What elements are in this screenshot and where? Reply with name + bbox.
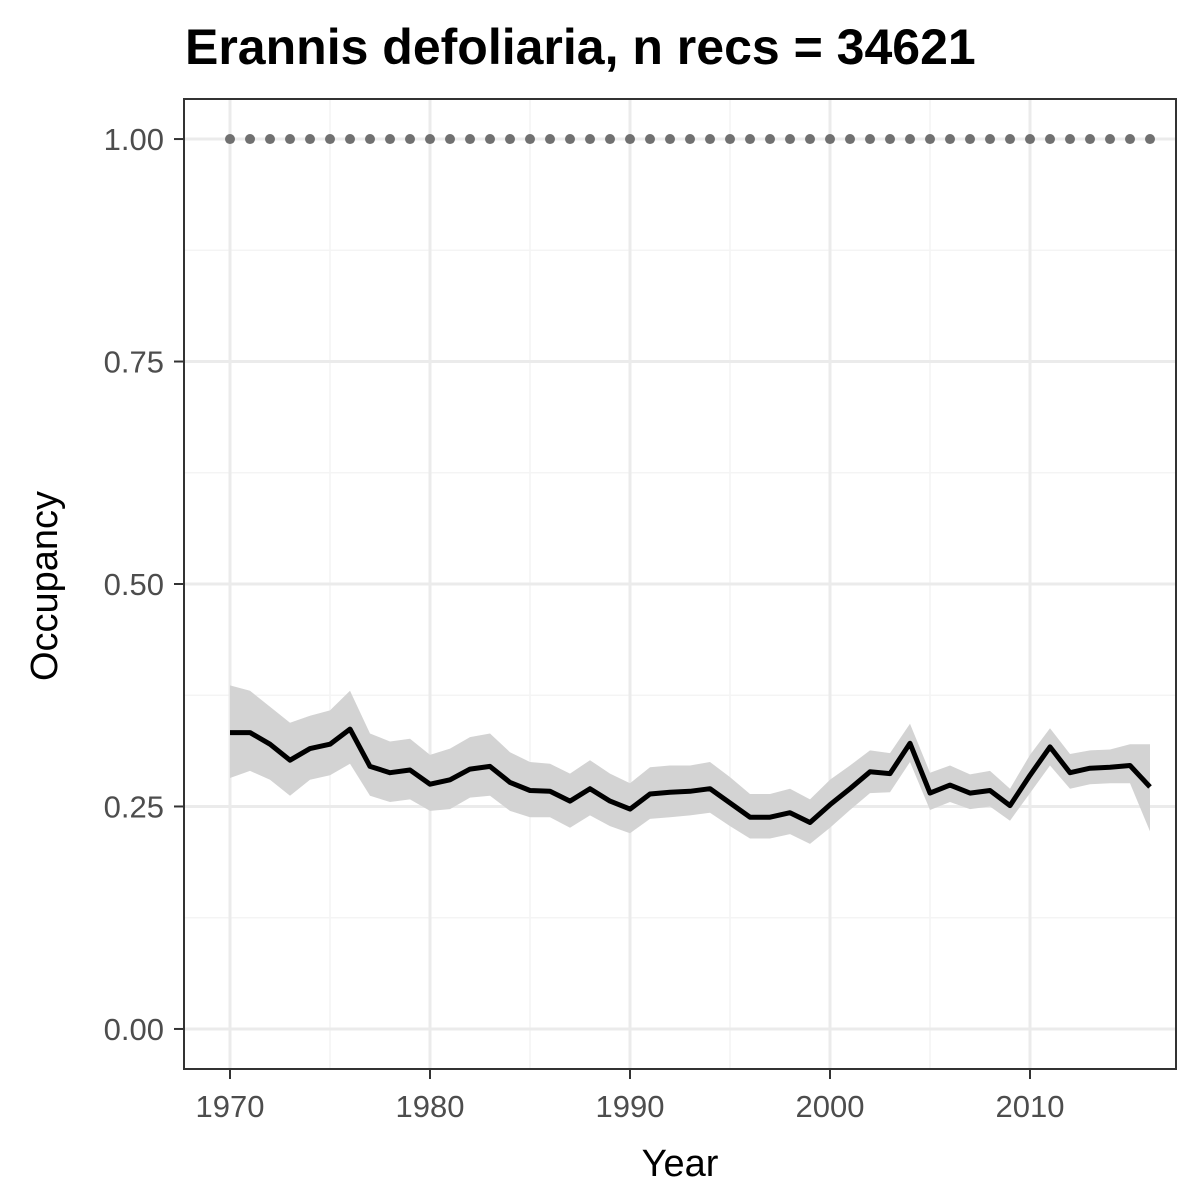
reference-point bbox=[225, 134, 235, 145]
chart-title: Erannis defoliaria, n recs = 34621 bbox=[185, 19, 976, 75]
reference-point bbox=[625, 134, 635, 145]
reference-point bbox=[525, 134, 535, 145]
y-tick-label: 1.00 bbox=[104, 122, 164, 157]
reference-point bbox=[1105, 134, 1115, 145]
reference-point bbox=[545, 134, 555, 145]
x-tick-label: 2000 bbox=[796, 1089, 865, 1124]
reference-point bbox=[585, 134, 595, 145]
x-axis-label: Year bbox=[642, 1143, 719, 1185]
y-tick-label: 0.25 bbox=[104, 789, 164, 824]
reference-point bbox=[305, 134, 315, 145]
reference-point bbox=[1125, 134, 1135, 145]
confidence-band bbox=[230, 685, 1150, 844]
reference-point bbox=[405, 134, 415, 145]
reference-point bbox=[1085, 134, 1095, 145]
y-axis-label: Occupancy bbox=[24, 491, 66, 681]
reference-point bbox=[885, 134, 895, 145]
x-axis: 1970 1980 1990 2000 2010 bbox=[196, 1069, 1065, 1124]
reference-point bbox=[285, 134, 295, 145]
y-axis: 0.00 0.25 0.50 0.75 1.00 bbox=[104, 122, 184, 1047]
reference-point bbox=[1025, 134, 1035, 145]
reference-point bbox=[465, 134, 475, 145]
reference-point bbox=[345, 134, 355, 145]
occupancy-line bbox=[230, 726, 1152, 825]
reference-point bbox=[865, 134, 875, 145]
reference-point bbox=[845, 134, 855, 145]
reference-point bbox=[945, 134, 955, 145]
reference-point bbox=[605, 134, 615, 145]
reference-point bbox=[325, 134, 335, 145]
reference-point bbox=[805, 134, 815, 145]
reference-point bbox=[265, 134, 275, 145]
reference-point bbox=[985, 134, 995, 145]
grid bbox=[184, 99, 1176, 1069]
reference-point bbox=[1065, 134, 1075, 145]
reference-point bbox=[365, 134, 375, 145]
x-tick-label: 1980 bbox=[396, 1089, 465, 1124]
reference-point bbox=[765, 134, 775, 145]
x-tick-label: 1970 bbox=[196, 1089, 265, 1124]
reference-point bbox=[665, 134, 675, 145]
confidence-band-area bbox=[230, 685, 1150, 844]
reference-point bbox=[1045, 134, 1055, 145]
reference-point bbox=[1005, 134, 1015, 145]
x-tick-label: 2010 bbox=[996, 1089, 1065, 1124]
reference-point bbox=[825, 134, 835, 145]
x-tick-label: 1990 bbox=[596, 1089, 665, 1124]
reference-point bbox=[705, 134, 715, 145]
reference-point bbox=[905, 134, 915, 145]
reference-point bbox=[245, 134, 255, 145]
reference-point bbox=[925, 134, 935, 145]
reference-point bbox=[745, 134, 755, 145]
reference-point bbox=[425, 134, 435, 145]
reference-point bbox=[645, 134, 655, 145]
y-tick-label: 0.00 bbox=[104, 1012, 164, 1047]
dotted-reference-series bbox=[225, 134, 1155, 145]
reference-point bbox=[445, 134, 455, 145]
reference-point bbox=[505, 134, 515, 145]
reference-point bbox=[485, 134, 495, 145]
reference-point bbox=[1145, 134, 1155, 145]
reference-point bbox=[565, 134, 575, 145]
reference-point bbox=[725, 134, 735, 145]
reference-point bbox=[965, 134, 975, 145]
y-tick-label: 0.75 bbox=[104, 345, 164, 380]
trend-line bbox=[230, 726, 1152, 825]
reference-point bbox=[385, 134, 395, 145]
reference-point bbox=[785, 134, 795, 145]
y-tick-label: 0.50 bbox=[104, 567, 164, 602]
reference-point bbox=[685, 134, 695, 145]
